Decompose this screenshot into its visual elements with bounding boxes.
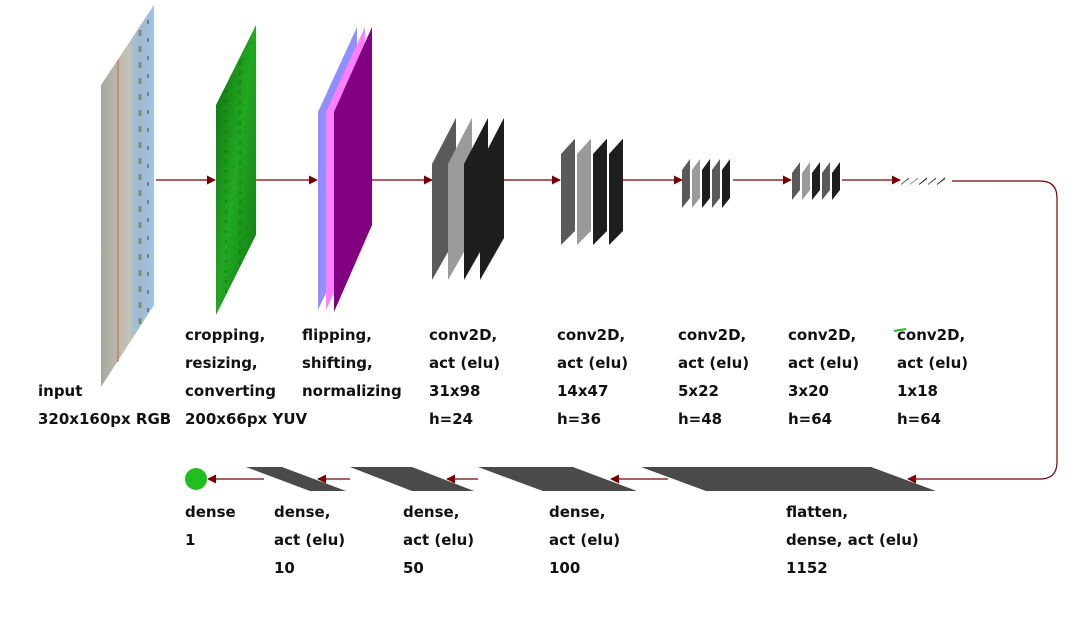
label-conv5-line3: 1x18 <box>897 382 938 400</box>
conv4-feature-map-3 <box>812 162 820 200</box>
label-norm-line2: shifting, <box>302 354 373 372</box>
label-crop-line2: resizing, <box>185 354 258 372</box>
label-conv4: conv2D, act (elu) 3x20 h=64 <box>788 321 859 433</box>
conv2-feature-map-3 <box>593 138 607 245</box>
label-dense1-line1: dense <box>185 503 236 521</box>
input-image <box>101 5 154 387</box>
conv3-feature-map-1 <box>682 159 690 208</box>
conv5-feature-map-2 <box>910 177 918 185</box>
label-flatten: flatten, dense, act (elu) 1152 <box>786 498 919 582</box>
green-tick-mark <box>893 328 907 332</box>
label-dense100: dense, act (elu) 100 <box>549 498 620 582</box>
label-dense100-line2: act (elu) <box>549 531 621 549</box>
label-dense1: dense 1 <box>185 498 236 554</box>
label-conv3-line4: h=48 <box>678 410 723 428</box>
conv4-feature-map-2 <box>802 162 810 200</box>
label-conv3-line1: conv2D, <box>678 326 747 344</box>
flatten-bar <box>641 467 936 491</box>
label-norm-line1: flipping, <box>302 326 372 344</box>
conv2-feature-map-4 <box>609 138 623 245</box>
label-dense100-line1: dense, <box>549 503 606 521</box>
conv-blocks <box>432 117 945 280</box>
label-conv5-line1: conv2D, <box>897 326 966 344</box>
conv4-feature-map-1 <box>792 162 800 200</box>
conv5-feature-map-4 <box>928 177 936 185</box>
arrow-conv5-to-flatten <box>907 180 1058 484</box>
label-conv1-line4: h=24 <box>429 410 474 428</box>
label-conv4-line3: 3x20 <box>788 382 829 400</box>
dense100-bar <box>478 467 637 491</box>
label-input-line2: 320x160px RGB <box>38 410 172 428</box>
label-conv4-line4: h=64 <box>788 410 833 428</box>
dense50-bar <box>350 467 474 491</box>
label-conv1-line2: act (elu) <box>429 354 501 372</box>
conv2-feature-map-1 <box>561 138 575 245</box>
conv3-feature-map-4 <box>712 159 720 208</box>
label-conv5-line2: act (elu) <box>897 354 969 372</box>
conv1-feature-map-4 <box>480 117 504 280</box>
conv5-feature-map-3 <box>919 177 927 185</box>
label-dense1-line2: 1 <box>185 531 196 549</box>
label-conv2: conv2D, act (elu) 14x47 h=36 <box>557 321 628 433</box>
label-dense50-line3: 50 <box>403 559 424 577</box>
label-conv3-line2: act (elu) <box>678 354 750 372</box>
label-dense100-line3: 100 <box>549 559 581 577</box>
label-norm: flipping, shifting, normalizing <box>302 321 402 405</box>
label-conv2-line4: h=36 <box>557 410 602 428</box>
label-crop-line3: converting <box>185 382 276 400</box>
label-dense10-line2: act (elu) <box>274 531 346 549</box>
label-conv4-line1: conv2D, <box>788 326 857 344</box>
label-crop-line4: 200x66px YUV <box>185 410 308 428</box>
dense-bars <box>246 467 936 491</box>
conv2-feature-map-2 <box>577 138 591 245</box>
conv3-feature-map-5 <box>722 159 730 208</box>
label-conv2-line1: conv2D, <box>557 326 626 344</box>
label-conv3: conv2D, act (elu) 5x22 h=48 <box>678 321 749 433</box>
conv5-feature-map-1 <box>901 177 909 185</box>
label-dense50-line2: act (elu) <box>403 531 475 549</box>
label-crop: cropping, resizing, converting 200x66px … <box>185 321 307 433</box>
label-input: input 320x160px RGB <box>38 377 171 433</box>
label-conv5-line4: h=64 <box>897 410 942 428</box>
dense10-bar <box>246 467 346 491</box>
normalization-layers <box>318 27 372 312</box>
crop-image <box>216 25 256 315</box>
label-crop-line1: cropping, <box>185 326 266 344</box>
label-dense10-line1: dense, <box>274 503 331 521</box>
conv4-feature-map-4 <box>822 162 830 200</box>
conv3-feature-map-3 <box>702 159 710 208</box>
label-conv1-line3: 31x98 <box>429 382 481 400</box>
label-conv5: conv2D, act (elu) 1x18 h=64 <box>897 321 968 433</box>
label-conv2-line2: act (elu) <box>557 354 629 372</box>
label-flatten-line3: 1152 <box>786 559 828 577</box>
label-conv1: conv2D, act (elu) 31x98 h=24 <box>429 321 500 433</box>
conv4-feature-map-5 <box>832 162 840 200</box>
label-dense50-line1: dense, <box>403 503 460 521</box>
label-conv3-line3: 5x22 <box>678 382 719 400</box>
label-input-line1: input <box>38 382 83 400</box>
label-dense50: dense, act (elu) 50 <box>403 498 474 582</box>
label-dense10-line3: 10 <box>274 559 295 577</box>
output-node <box>185 468 207 490</box>
conv5-feature-map-5 <box>937 177 945 185</box>
label-conv1-line1: conv2D, <box>429 326 498 344</box>
conv3-feature-map-2 <box>692 159 700 208</box>
label-dense10: dense, act (elu) 10 <box>274 498 345 582</box>
label-conv4-line2: act (elu) <box>788 354 860 372</box>
label-norm-line3: normalizing <box>302 382 402 400</box>
label-flatten-line1: flatten, <box>786 503 849 521</box>
label-flatten-line2: dense, act (elu) <box>786 531 919 549</box>
label-conv2-line3: 14x47 <box>557 382 609 400</box>
